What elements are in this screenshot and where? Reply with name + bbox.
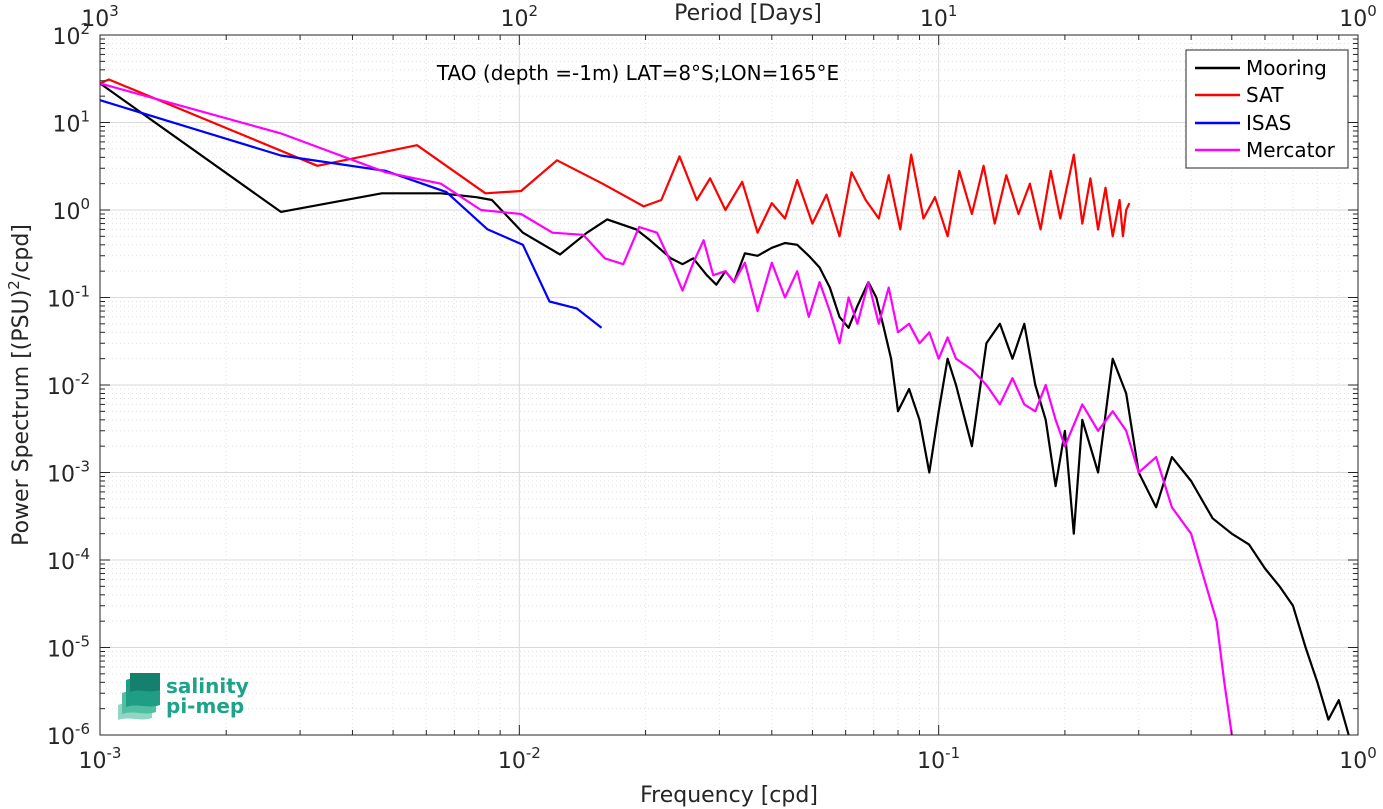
- top-tick-label: 101: [920, 2, 958, 32]
- top-tick-label-base: 10: [1339, 7, 1367, 32]
- y-tick-label-exponent: 1: [80, 108, 90, 126]
- x-tick-label-exponent: -2: [526, 744, 541, 762]
- top-tick-label-base: 10: [920, 7, 948, 32]
- y-tick-label-exponent: -6: [75, 720, 90, 738]
- x-tick-label-base: 10: [79, 749, 107, 774]
- y-tick-label: 101: [52, 108, 90, 138]
- tick-marks: [99, 34, 1359, 736]
- y-tick-label-base: 10: [47, 288, 75, 313]
- x-tick-label: 10-1: [917, 744, 960, 774]
- legend-label-sat: SAT: [1246, 83, 1284, 107]
- y-tick-label-base: 10: [47, 725, 75, 750]
- top-tick-label-exponent: 1: [948, 2, 958, 20]
- y-tick-label-base: 10: [47, 550, 75, 575]
- x-tick-label-exponent: -3: [107, 744, 122, 762]
- y-axis-label: Power Spectrum [(PSU)2/cpd]: [5, 224, 34, 546]
- y-tick-label-base: 10: [52, 200, 80, 225]
- legend-label-isas: ISAS: [1246, 111, 1291, 135]
- x-tick-label-base: 10: [917, 749, 945, 774]
- x-tick-label: 100: [1339, 744, 1377, 774]
- y-axis-label-exponent: 2: [5, 280, 23, 290]
- y-tick-label: 10-5: [47, 633, 90, 663]
- top-tick-label-exponent: 0: [1367, 2, 1377, 20]
- legend-label-mooring: Mooring: [1246, 56, 1327, 80]
- y-tick-label-base: 10: [52, 113, 80, 138]
- logo-wave-4: [130, 673, 160, 692]
- series-line-isas: [99, 99, 603, 329]
- x-axis-label: Frequency [cpd]: [640, 783, 818, 808]
- x-tick-label-exponent: -1: [945, 744, 960, 762]
- legend-label-mercator: Mercator: [1246, 138, 1336, 162]
- y-tick-label-exponent: 0: [80, 195, 90, 213]
- y-tick-label: 10-3: [47, 458, 90, 488]
- x-tick-label-base: 10: [1339, 749, 1367, 774]
- x-tick-label: 10-2: [498, 744, 541, 774]
- salinity-pi-mep-logo: salinity pi-mep: [118, 673, 249, 720]
- top-tick-label: 102: [501, 2, 539, 32]
- y-tick-label: 10-1: [47, 283, 90, 313]
- y-tick-label-exponent: -2: [75, 370, 90, 388]
- top-tick-label-exponent: 3: [109, 2, 119, 20]
- y-tick-label-exponent: -5: [75, 633, 90, 651]
- y-tick-label-exponent: 2: [80, 20, 90, 38]
- top-tick-label-base: 10: [501, 7, 529, 32]
- y-tick-label-base: 10: [47, 638, 75, 663]
- y-tick-label: 100: [52, 195, 90, 225]
- chart-title: TAO (depth =-1m) LAT=8°S;LON=165°E: [436, 61, 839, 85]
- series-line-mercator: [99, 82, 1233, 736]
- series-line-mooring: [99, 82, 1350, 736]
- logo-text-line-1: salinity: [166, 674, 249, 698]
- y-axis-label-main: Power Spectrum [(PSU): [9, 290, 34, 546]
- y-axis-label-unit: /cpd]: [9, 224, 34, 280]
- top-tick-label: 100: [1339, 2, 1377, 32]
- x-tick-label: 10-3: [79, 744, 122, 774]
- y-tick-label-exponent: -1: [75, 283, 90, 301]
- y-tick-label: 10-2: [47, 370, 90, 400]
- y-tick-label: 10-6: [47, 720, 90, 750]
- series-group: [99, 78, 1350, 736]
- y-tick-label-base: 10: [47, 463, 75, 488]
- y-tick-label: 10-4: [47, 545, 90, 575]
- x-tick-label-base: 10: [498, 749, 526, 774]
- legend: Mooring SAT ISAS Mercator: [1185, 49, 1349, 169]
- y-tick-label: 102: [52, 20, 90, 50]
- y-tick-label-exponent: -4: [75, 545, 90, 563]
- logo-text-line-2: pi-mep: [166, 694, 244, 718]
- series-line-sat: [99, 78, 1131, 238]
- top-axis-label: Period [Days]: [674, 1, 822, 26]
- y-tick-label-base: 10: [52, 25, 80, 50]
- y-tick-label-base: 10: [47, 375, 75, 400]
- y-tick-label-exponent: -3: [75, 458, 90, 476]
- top-tick-label-base: 10: [81, 7, 109, 32]
- legend-box: [1185, 49, 1349, 169]
- top-tick-label: 103: [81, 2, 119, 32]
- top-tick-label-exponent: 2: [529, 2, 539, 20]
- x-tick-label-exponent: 0: [1367, 744, 1377, 762]
- grid: [100, 35, 1358, 735]
